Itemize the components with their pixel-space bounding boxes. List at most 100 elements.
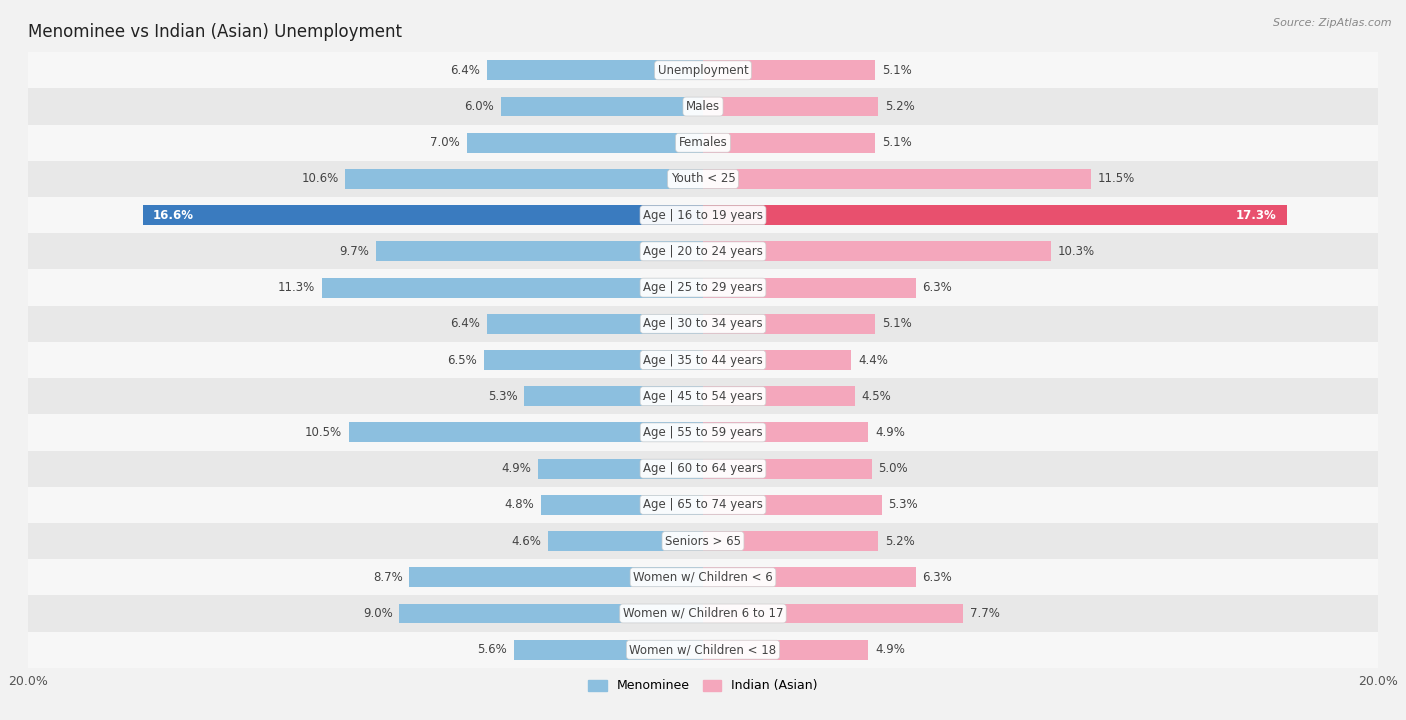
Text: 5.1%: 5.1% [882,136,911,149]
Bar [28,414,1378,451]
Text: 9.7%: 9.7% [339,245,368,258]
Text: Age | 55 to 59 years: Age | 55 to 59 years [643,426,763,439]
Bar [399,603,703,624]
Bar [28,523,1378,559]
Text: Women w/ Children < 6: Women w/ Children < 6 [633,571,773,584]
Bar [28,197,1378,233]
Text: 7.7%: 7.7% [970,607,1000,620]
Text: 5.0%: 5.0% [879,462,908,475]
Bar [703,132,875,153]
Bar [28,342,1378,378]
Bar [703,241,1050,261]
Bar [346,169,703,189]
Text: Unemployment: Unemployment [658,64,748,77]
Bar [28,306,1378,342]
Bar [703,459,872,479]
Bar [703,96,879,117]
Text: 5.6%: 5.6% [478,643,508,656]
Text: 16.6%: 16.6% [153,209,194,222]
Text: 6.0%: 6.0% [464,100,494,113]
Text: Age | 20 to 24 years: Age | 20 to 24 years [643,245,763,258]
Text: 10.3%: 10.3% [1057,245,1094,258]
Text: Age | 60 to 64 years: Age | 60 to 64 years [643,462,763,475]
Text: Age | 16 to 19 years: Age | 16 to 19 years [643,209,763,222]
Text: 10.5%: 10.5% [305,426,342,439]
Text: 4.5%: 4.5% [862,390,891,402]
Text: 5.1%: 5.1% [882,64,911,77]
Bar [143,205,703,225]
Text: 4.9%: 4.9% [875,426,905,439]
Bar [537,459,703,479]
Bar [409,567,703,588]
Legend: Menominee, Indian (Asian): Menominee, Indian (Asian) [583,675,823,698]
Text: 10.6%: 10.6% [301,173,339,186]
Bar [28,595,1378,631]
Text: 6.3%: 6.3% [922,571,952,584]
Bar [28,269,1378,306]
Text: Males: Males [686,100,720,113]
Text: 5.2%: 5.2% [886,100,915,113]
Text: 9.0%: 9.0% [363,607,392,620]
Bar [467,132,703,153]
Bar [349,423,703,442]
Bar [28,53,1378,89]
Text: 4.9%: 4.9% [501,462,531,475]
Bar [28,125,1378,161]
Text: 5.1%: 5.1% [882,318,911,330]
Text: Age | 65 to 74 years: Age | 65 to 74 years [643,498,763,511]
Bar [703,567,915,588]
Bar [703,314,875,334]
Bar [541,495,703,515]
Bar [548,531,703,551]
Bar [515,640,703,660]
Text: 17.3%: 17.3% [1236,209,1277,222]
Bar [703,169,1091,189]
Bar [486,60,703,80]
Bar [486,314,703,334]
Text: 6.5%: 6.5% [447,354,477,366]
Bar [28,378,1378,414]
Bar [28,89,1378,125]
Text: Women w/ Children < 18: Women w/ Children < 18 [630,643,776,656]
Text: 4.8%: 4.8% [505,498,534,511]
Text: Seniors > 65: Seniors > 65 [665,534,741,547]
Text: 4.9%: 4.9% [875,643,905,656]
Text: Age | 35 to 44 years: Age | 35 to 44 years [643,354,763,366]
Bar [28,161,1378,197]
Bar [703,640,869,660]
Text: 5.3%: 5.3% [889,498,918,511]
Bar [703,386,855,406]
Text: Age | 45 to 54 years: Age | 45 to 54 years [643,390,763,402]
Text: 7.0%: 7.0% [430,136,460,149]
Bar [524,386,703,406]
Text: 6.4%: 6.4% [450,318,481,330]
Bar [28,631,1378,667]
Bar [703,350,852,370]
Text: 8.7%: 8.7% [373,571,402,584]
Text: 11.5%: 11.5% [1098,173,1135,186]
Bar [28,559,1378,595]
Text: Females: Females [679,136,727,149]
Bar [322,278,703,297]
Bar [703,531,879,551]
Text: 6.4%: 6.4% [450,64,481,77]
Text: Women w/ Children 6 to 17: Women w/ Children 6 to 17 [623,607,783,620]
Text: Age | 25 to 29 years: Age | 25 to 29 years [643,281,763,294]
Bar [501,96,703,117]
Bar [703,495,882,515]
Text: Youth < 25: Youth < 25 [671,173,735,186]
Text: 4.6%: 4.6% [512,534,541,547]
Bar [484,350,703,370]
Text: 5.3%: 5.3% [488,390,517,402]
Bar [703,423,869,442]
Bar [28,233,1378,269]
Text: 4.4%: 4.4% [858,354,889,366]
Text: 11.3%: 11.3% [278,281,315,294]
Bar [28,487,1378,523]
Bar [703,603,963,624]
Bar [703,278,915,297]
Text: 6.3%: 6.3% [922,281,952,294]
Bar [703,60,875,80]
Text: Source: ZipAtlas.com: Source: ZipAtlas.com [1274,18,1392,28]
Bar [375,241,703,261]
